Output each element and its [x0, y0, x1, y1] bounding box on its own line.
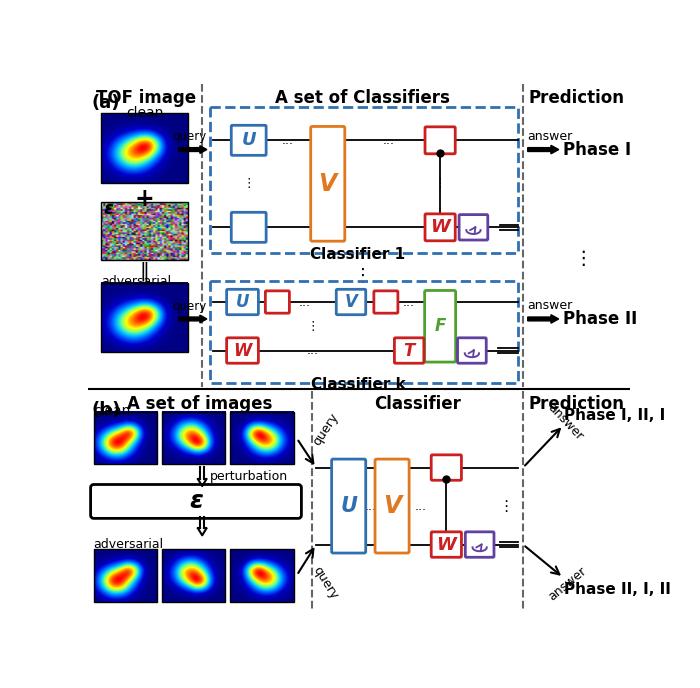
FancyBboxPatch shape — [336, 290, 365, 314]
Text: U: U — [241, 131, 256, 149]
Bar — [230, 549, 294, 601]
Text: query: query — [173, 131, 207, 143]
Bar — [210, 107, 519, 253]
Polygon shape — [528, 145, 559, 154]
FancyBboxPatch shape — [231, 125, 266, 155]
Text: ...: ... — [382, 133, 394, 147]
FancyBboxPatch shape — [431, 532, 461, 557]
Polygon shape — [179, 146, 207, 153]
FancyBboxPatch shape — [265, 291, 289, 313]
Text: clean: clean — [126, 106, 164, 120]
Text: W: W — [436, 535, 456, 554]
Text: answer: answer — [528, 129, 573, 142]
Polygon shape — [179, 315, 207, 323]
Text: (a): (a) — [92, 94, 120, 112]
FancyBboxPatch shape — [311, 127, 345, 241]
FancyBboxPatch shape — [425, 127, 455, 154]
Text: Prediction: Prediction — [528, 89, 624, 107]
Text: query: query — [310, 565, 340, 602]
Text: adversarial: adversarial — [94, 539, 164, 551]
Text: ⋮: ⋮ — [354, 268, 372, 286]
Text: answer: answer — [545, 564, 589, 603]
Text: T: T — [403, 341, 415, 360]
Text: ...: ... — [365, 499, 377, 513]
Bar — [94, 412, 158, 464]
Bar — [230, 412, 294, 464]
Text: ...: ... — [298, 296, 311, 308]
Text: U: U — [340, 496, 357, 516]
Text: query: query — [310, 411, 341, 449]
FancyBboxPatch shape — [227, 290, 258, 314]
Text: V: V — [318, 172, 337, 196]
Text: W: W — [233, 341, 252, 360]
Text: ε: ε — [189, 489, 203, 513]
Text: U: U — [236, 293, 249, 311]
FancyBboxPatch shape — [90, 484, 302, 518]
Text: ...: ... — [403, 296, 415, 308]
Bar — [162, 412, 225, 464]
Text: Phase II, I, II: Phase II, I, II — [564, 581, 671, 596]
Text: Classifier: Classifier — [374, 395, 461, 413]
Text: (b): (b) — [92, 400, 120, 418]
FancyBboxPatch shape — [431, 455, 461, 480]
Polygon shape — [528, 314, 559, 323]
FancyBboxPatch shape — [231, 213, 266, 242]
Text: adversarial: adversarial — [102, 275, 172, 288]
Text: query: query — [173, 300, 207, 313]
Text: clean: clean — [94, 405, 131, 418]
Text: ‖: ‖ — [140, 262, 150, 281]
Text: ...: ... — [414, 499, 427, 513]
Text: Classifier k: Classifier k — [312, 377, 406, 391]
Bar — [102, 202, 188, 259]
Text: ⋮: ⋮ — [434, 178, 447, 191]
FancyBboxPatch shape — [227, 338, 258, 363]
FancyBboxPatch shape — [374, 291, 398, 313]
FancyBboxPatch shape — [458, 338, 486, 363]
Text: Phase II: Phase II — [564, 310, 638, 328]
Text: ⋮: ⋮ — [574, 248, 594, 268]
Text: Classifier 1: Classifier 1 — [309, 246, 405, 261]
Text: ⋮: ⋮ — [242, 178, 255, 191]
Bar — [102, 283, 188, 352]
Text: V: V — [383, 494, 401, 518]
Text: ...: ... — [281, 133, 293, 147]
Text: F: F — [435, 317, 446, 335]
Bar — [210, 281, 519, 383]
Text: A set of images: A set of images — [127, 395, 272, 413]
Text: V: V — [344, 293, 358, 311]
Text: W: W — [430, 218, 450, 236]
FancyBboxPatch shape — [459, 215, 488, 240]
Text: answer: answer — [545, 402, 586, 443]
Text: answer: answer — [528, 299, 573, 312]
Text: A set of Classifiers: A set of Classifiers — [275, 89, 450, 107]
FancyBboxPatch shape — [332, 459, 365, 553]
Text: perturbation: perturbation — [210, 469, 288, 482]
FancyBboxPatch shape — [375, 459, 409, 553]
Text: Phase I: Phase I — [564, 140, 631, 158]
Text: ε: ε — [103, 200, 113, 217]
Text: TOF image: TOF image — [96, 89, 196, 107]
Text: ...: ... — [307, 344, 319, 357]
Text: Prediction: Prediction — [528, 395, 624, 413]
FancyBboxPatch shape — [394, 338, 424, 363]
FancyBboxPatch shape — [466, 532, 494, 557]
Text: ⋮: ⋮ — [498, 499, 514, 513]
Bar — [94, 549, 158, 601]
Bar — [102, 114, 188, 182]
FancyBboxPatch shape — [425, 214, 455, 241]
Text: +: + — [135, 186, 155, 211]
Text: ⋮: ⋮ — [306, 320, 318, 333]
Text: Phase I, II, I: Phase I, II, I — [564, 408, 666, 423]
FancyBboxPatch shape — [425, 290, 456, 362]
Bar — [162, 549, 225, 601]
